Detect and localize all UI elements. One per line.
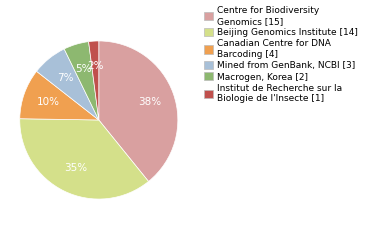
Wedge shape: [99, 41, 178, 181]
Text: 10%: 10%: [36, 97, 60, 107]
Wedge shape: [20, 71, 99, 120]
Text: 7%: 7%: [57, 73, 73, 83]
Text: 5%: 5%: [75, 64, 92, 73]
Text: 35%: 35%: [64, 163, 87, 173]
Text: 38%: 38%: [138, 97, 161, 107]
Wedge shape: [64, 42, 99, 120]
Wedge shape: [36, 49, 99, 120]
Text: 2%: 2%: [87, 61, 104, 71]
Wedge shape: [89, 41, 99, 120]
Legend: Centre for Biodiversity
Genomics [15], Beijing Genomics Institute [14], Canadian: Centre for Biodiversity Genomics [15], B…: [202, 5, 360, 105]
Wedge shape: [20, 119, 149, 199]
